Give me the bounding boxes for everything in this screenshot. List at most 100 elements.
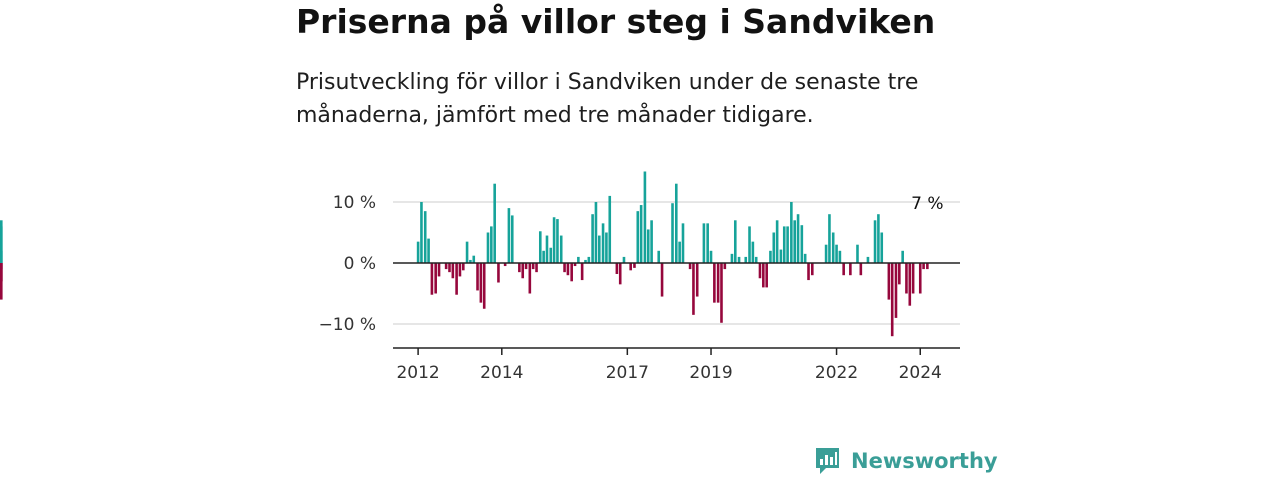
bar [723,263,727,270]
bar [720,263,723,323]
bar [416,241,420,263]
bar [552,217,556,263]
y-tick-label: 10 % [333,193,376,213]
bar [762,263,765,288]
bar [510,215,514,263]
bar [926,263,929,270]
newsworthy-chart-icon [816,448,839,474]
bar [758,263,762,279]
bar [890,263,894,337]
bar [790,202,793,263]
bar [444,263,448,270]
bar [497,263,500,283]
bar [636,211,640,263]
bar [430,263,434,295]
bar [730,253,734,263]
bar [660,263,664,297]
bar [810,263,814,276]
bar [695,263,699,297]
bar [434,263,437,294]
bar [898,263,901,285]
bar [451,263,455,279]
bar [688,263,692,270]
bar [775,220,779,263]
x-tick-label: 2019 [689,363,732,383]
bar [877,214,880,263]
bar [709,250,713,263]
bar [577,256,580,263]
bar [594,202,598,263]
bar [706,223,709,263]
chart-subtitle: Prisutveckling för villor i Sandviken un… [296,70,919,128]
bar [737,256,741,263]
bar [671,203,674,263]
bar [437,263,441,277]
bar [605,232,608,263]
bar [880,232,884,263]
bar [751,241,755,263]
bar [559,235,563,263]
bar [479,263,483,303]
bar [420,202,423,263]
bar [521,263,525,279]
bar [866,256,870,263]
bar [0,220,3,263]
bar [873,220,877,263]
bar [493,183,496,263]
bar [486,232,490,263]
bar [838,250,842,263]
bar [849,263,852,276]
bar [657,250,661,263]
bar [678,241,681,263]
bar [528,263,532,294]
bar [535,263,538,273]
bar [713,263,716,303]
y-tick-label: −10 % [319,315,376,335]
bar [807,263,810,281]
bar [905,263,908,294]
bar [842,263,845,276]
axes [393,262,960,349]
bar [800,225,804,263]
bar [887,263,891,300]
bar [911,263,915,294]
bar [733,220,737,263]
bar [427,238,430,263]
bar [423,211,427,263]
bar [542,250,545,263]
bar [901,250,904,263]
bar [482,263,486,309]
bar [563,263,566,273]
bar [580,263,584,281]
bar [507,208,511,263]
bar [622,256,626,263]
bar [629,263,632,271]
bar [716,263,720,303]
bar [835,244,838,263]
bar [472,255,476,263]
bar [591,214,594,263]
bar [922,263,925,270]
bar [793,220,797,263]
bar [545,235,549,263]
newsworthy-logo: Newsworthy [814,446,998,476]
bar [490,226,493,263]
bar [786,226,789,263]
bars [0,171,929,337]
bar [769,250,772,263]
bar [772,232,776,263]
x-tick-label: 2014 [480,363,523,383]
bar [779,249,783,263]
bar [503,263,507,267]
bar [462,263,465,271]
bar [455,263,458,295]
bar [531,263,535,270]
bar [448,263,451,273]
bar [674,183,678,263]
bar [824,244,828,263]
bar [646,229,650,263]
bar [618,263,622,285]
bar [538,231,542,263]
bar [615,263,619,274]
